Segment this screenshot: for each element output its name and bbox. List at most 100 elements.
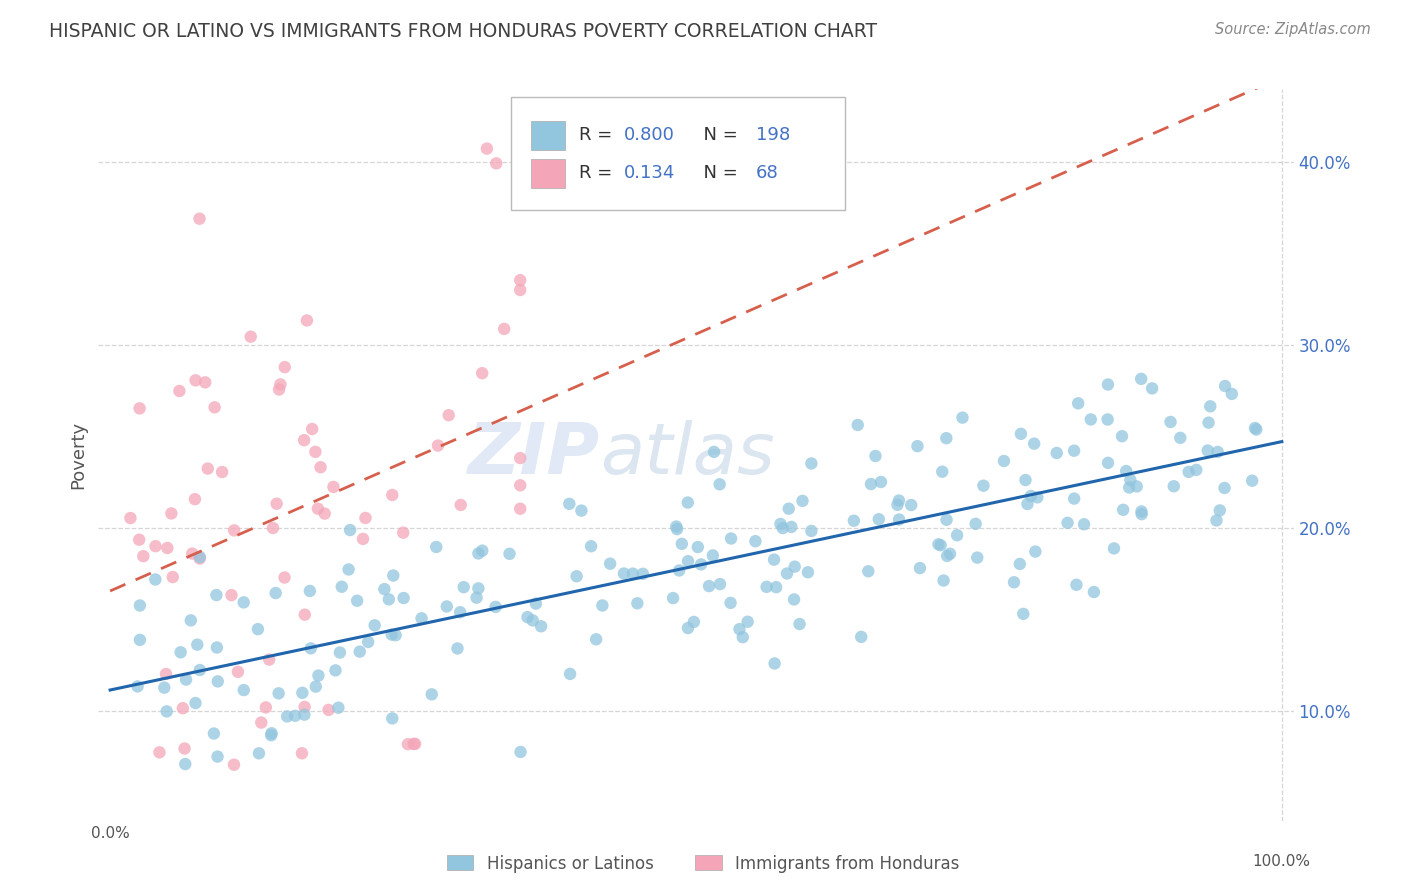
Point: [731, 630, 754, 644]
Point: [181, 547, 204, 561]
Point: [972, 479, 994, 493]
Point: [221, 588, 243, 602]
Point: [1198, 416, 1220, 430]
Point: [780, 520, 803, 534]
Point: [1213, 481, 1236, 495]
Point: [690, 558, 713, 572]
Point: [1063, 491, 1085, 506]
Point: [993, 454, 1015, 468]
Point: [709, 477, 731, 491]
Point: [301, 422, 323, 436]
Point: [314, 507, 336, 521]
Point: [475, 142, 498, 156]
Point: [172, 701, 194, 715]
Text: HISPANIC OR LATINO VS IMMIGRANTS FROM HONDURAS POVERTY CORRELATION CHART: HISPANIC OR LATINO VS IMMIGRANTS FROM HO…: [49, 22, 877, 41]
Point: [744, 534, 766, 549]
Point: [339, 523, 361, 537]
Point: [294, 607, 316, 622]
Text: R =: R =: [579, 127, 617, 145]
Point: [509, 501, 531, 516]
Point: [1130, 507, 1153, 521]
Point: [676, 554, 699, 568]
Point: [292, 433, 315, 447]
Point: [437, 408, 460, 422]
Point: [1125, 479, 1147, 493]
Point: [226, 665, 249, 679]
Point: [425, 540, 447, 554]
Point: [373, 582, 395, 596]
Point: [148, 745, 170, 759]
Point: [1026, 491, 1049, 505]
Point: [851, 630, 873, 644]
Point: [763, 657, 786, 671]
Point: [755, 580, 778, 594]
Point: [1130, 372, 1153, 386]
Point: [307, 668, 329, 682]
Point: [509, 451, 531, 466]
Point: [247, 747, 270, 761]
Point: [686, 540, 709, 554]
Point: [737, 615, 759, 629]
Point: [1206, 445, 1229, 459]
Point: [318, 703, 340, 717]
Point: [411, 611, 433, 625]
Point: [907, 439, 929, 453]
Point: [267, 686, 290, 700]
Text: atlas: atlas: [600, 420, 775, 490]
Point: [763, 552, 786, 566]
Point: [173, 741, 195, 756]
Point: [1197, 443, 1219, 458]
Point: [1177, 465, 1199, 479]
Point: [304, 445, 326, 459]
Point: [262, 521, 284, 535]
Point: [291, 686, 314, 700]
Point: [363, 618, 385, 632]
Point: [1024, 544, 1046, 558]
Point: [254, 700, 277, 714]
Point: [772, 521, 794, 535]
Point: [800, 457, 823, 471]
Text: 0.134: 0.134: [624, 164, 676, 182]
Point: [404, 737, 426, 751]
Point: [299, 641, 322, 656]
Point: [1066, 578, 1088, 592]
Point: [207, 674, 229, 689]
Point: [295, 313, 318, 327]
Point: [1008, 557, 1031, 571]
Point: [929, 538, 952, 552]
Point: [778, 501, 800, 516]
Point: [485, 156, 508, 170]
Point: [671, 537, 693, 551]
Point: [307, 501, 329, 516]
Point: [666, 522, 689, 536]
Point: [1024, 436, 1046, 450]
Point: [232, 595, 254, 609]
Point: [1163, 479, 1185, 493]
Text: N =: N =: [692, 127, 744, 145]
Point: [1067, 396, 1090, 410]
Point: [156, 705, 179, 719]
Point: [579, 539, 602, 553]
Point: [522, 614, 544, 628]
Point: [382, 568, 405, 582]
Point: [509, 745, 531, 759]
Point: [357, 635, 380, 649]
Point: [274, 360, 297, 375]
Point: [1220, 387, 1243, 401]
Point: [935, 513, 957, 527]
Point: [450, 498, 472, 512]
Point: [260, 726, 283, 740]
Point: [325, 664, 347, 678]
Point: [1010, 426, 1032, 441]
Point: [426, 439, 449, 453]
Point: [188, 551, 211, 566]
Point: [530, 619, 553, 633]
Point: [1160, 415, 1182, 429]
Point: [1102, 541, 1125, 556]
Point: [1097, 456, 1119, 470]
Point: [1119, 473, 1142, 487]
Point: [446, 641, 468, 656]
Point: [1168, 431, 1191, 445]
Point: [381, 711, 404, 725]
Text: ZIP: ZIP: [468, 420, 600, 490]
